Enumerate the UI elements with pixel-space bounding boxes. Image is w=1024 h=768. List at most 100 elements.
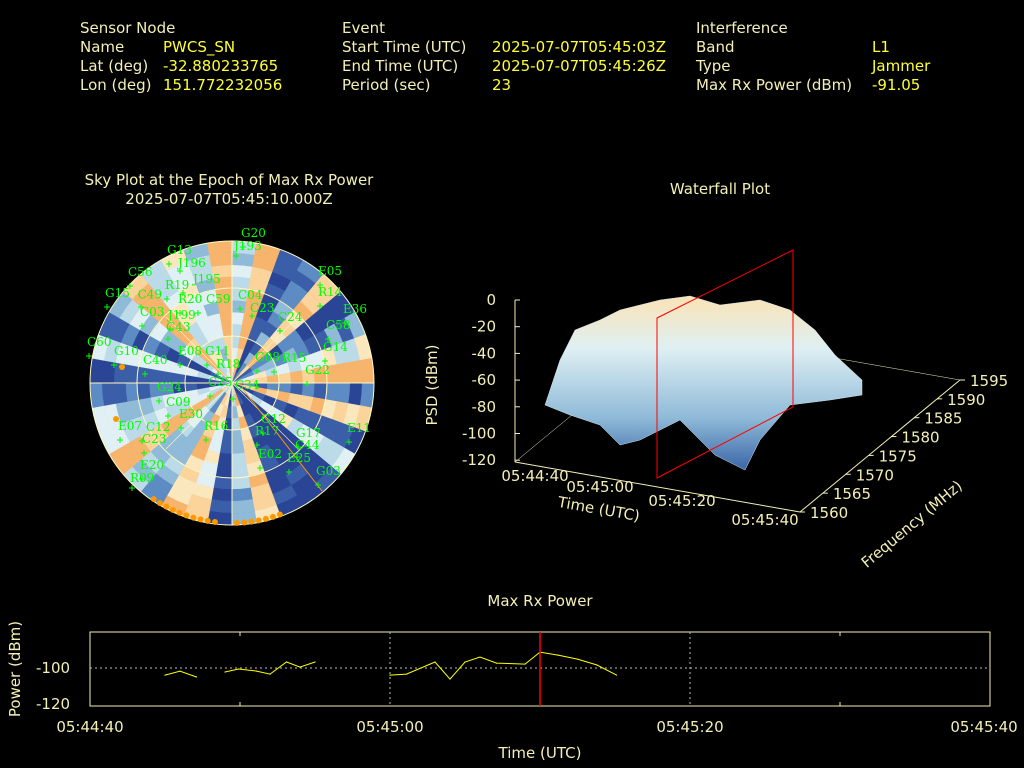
type-label: Type bbox=[696, 57, 731, 75]
satellite-label: C58 bbox=[326, 318, 350, 332]
jammer-dot bbox=[255, 517, 262, 524]
data-point bbox=[596, 664, 598, 666]
jammer-dot bbox=[276, 511, 283, 518]
z-tick: -40 bbox=[472, 344, 497, 362]
z-tick: -120 bbox=[462, 451, 496, 469]
data-point bbox=[434, 661, 436, 663]
satellite-label: C23 bbox=[142, 432, 166, 446]
data-point bbox=[405, 673, 408, 675]
z-axis-label: PSD (dBm) bbox=[423, 344, 441, 425]
name-label: Name bbox=[80, 38, 125, 56]
satellite-label: E08 bbox=[178, 344, 202, 358]
z-tick: 0 bbox=[486, 291, 496, 309]
satellite-label: C59 bbox=[206, 292, 230, 306]
satellite-label: E07 bbox=[118, 419, 142, 433]
jammer-dot bbox=[156, 500, 163, 507]
data-point bbox=[195, 676, 198, 678]
azimuth-line bbox=[231, 382, 299, 450]
satellite-label: G22 bbox=[305, 363, 330, 377]
satellite-label: G15 bbox=[105, 286, 130, 300]
power-x-tick: 05:45:00 bbox=[356, 718, 424, 736]
interference-title: Interference bbox=[696, 19, 788, 37]
satellite-label: G24 bbox=[157, 380, 182, 394]
jammer-dot bbox=[150, 496, 157, 503]
satellite-label: C04 bbox=[238, 288, 263, 302]
power-x-tick: 05:45:40 bbox=[950, 718, 1018, 736]
max-power-label: Max Rx Power (dBm) bbox=[696, 76, 853, 94]
data-point bbox=[464, 661, 466, 663]
end-time-label: End Time (UTC) bbox=[342, 57, 459, 75]
data-point bbox=[285, 661, 288, 663]
data-point bbox=[314, 661, 316, 663]
satellite-label: E05 bbox=[318, 264, 342, 278]
data-point bbox=[255, 670, 258, 672]
satellite-label: R16 bbox=[204, 419, 228, 433]
satellite-label: E20 bbox=[140, 458, 164, 472]
jammer-track bbox=[241, 387, 323, 492]
data-point bbox=[615, 674, 618, 676]
frequency-tick: 1590 bbox=[947, 391, 985, 409]
satellite-label: G20 bbox=[241, 226, 266, 240]
end-time-value: 2025-07-07T05:45:26Z bbox=[492, 57, 666, 75]
satellite-label: C12 bbox=[146, 420, 170, 434]
jammer-dot bbox=[248, 518, 255, 525]
jammer-dot bbox=[211, 518, 218, 525]
satellite-label: C24 bbox=[278, 310, 303, 324]
satellite-label: E36 bbox=[343, 302, 367, 316]
frequency-axis bbox=[799, 379, 961, 513]
power-line-seg3 bbox=[389, 651, 617, 680]
power-chart-title: Max Rx Power bbox=[487, 592, 593, 610]
jammer-dot bbox=[197, 516, 204, 523]
lat-value: -32.880233765 bbox=[163, 57, 279, 75]
waterfall-title: Waterfall Plot bbox=[669, 180, 771, 198]
start-time-label: Start Time (UTC) bbox=[342, 38, 467, 56]
band-value: L1 bbox=[872, 38, 890, 56]
data-point bbox=[479, 656, 481, 658]
satellite-label: J199 bbox=[166, 308, 196, 322]
lon-value: 151.772232056 bbox=[163, 76, 283, 94]
power-line-seg1 bbox=[164, 670, 197, 678]
jammer-dot bbox=[269, 513, 276, 520]
frequency-tick: 1575 bbox=[879, 447, 917, 465]
z-tick: -100 bbox=[462, 425, 496, 443]
satellite-label: C43 bbox=[166, 320, 190, 334]
time-tick: 05:44:40 bbox=[501, 467, 568, 485]
satellite-label: C09 bbox=[166, 395, 190, 409]
satellite-label: C56 bbox=[128, 265, 152, 279]
data-point bbox=[179, 670, 181, 672]
satellite-label: J193 bbox=[232, 239, 262, 253]
power-x-label: Time (UTC) bbox=[498, 744, 582, 762]
satellite-label: C49 bbox=[138, 287, 162, 301]
max-power-plane bbox=[656, 249, 794, 479]
lat-label: Lat (deg) bbox=[80, 57, 149, 75]
satellite-label: E30 bbox=[179, 407, 203, 421]
satellite-label: C60 bbox=[87, 335, 111, 349]
frequency-tick: 1570 bbox=[856, 466, 894, 484]
data-point bbox=[389, 674, 391, 676]
data-point bbox=[576, 658, 579, 660]
satellite-label: G13 bbox=[167, 243, 192, 257]
psd-surface bbox=[544, 295, 863, 471]
data-point bbox=[224, 671, 226, 673]
power-x-tick: 05:45:20 bbox=[656, 718, 724, 736]
period-label: Period (sec) bbox=[342, 76, 431, 94]
azimuth-line bbox=[231, 316, 299, 384]
power-x-tick: 05:44:40 bbox=[56, 718, 124, 736]
data-point bbox=[269, 673, 271, 675]
data-point bbox=[164, 674, 166, 676]
satellite-label: C23 bbox=[250, 301, 274, 315]
data-point bbox=[557, 654, 559, 656]
event-title: Event bbox=[342, 19, 385, 37]
z-tick: -20 bbox=[472, 318, 497, 336]
frequency-tick: 1595 bbox=[970, 372, 1008, 390]
jammer-dot bbox=[113, 416, 119, 422]
satellite-label: C40 bbox=[143, 353, 167, 367]
power-y-label: Power (dBm) bbox=[6, 620, 24, 718]
frequency-tick: 1585 bbox=[924, 410, 962, 428]
jammer-dot bbox=[163, 503, 170, 510]
satellite-label: G08 bbox=[255, 350, 280, 364]
period-value: 23 bbox=[492, 76, 512, 94]
frequency-tick: 1565 bbox=[833, 485, 871, 503]
